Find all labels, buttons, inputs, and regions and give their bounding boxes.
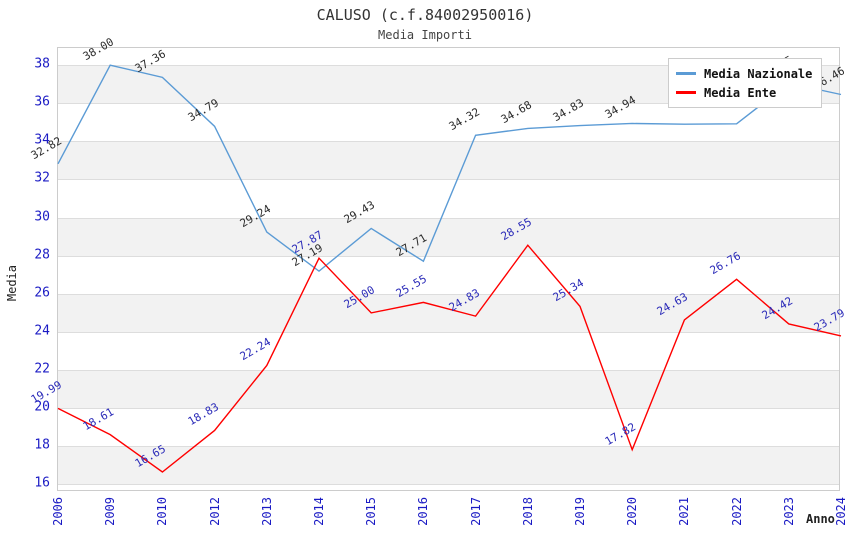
- background-band: [58, 370, 839, 409]
- x-tick-label: 2023: [781, 497, 796, 526]
- gridline: [58, 370, 839, 372]
- x-tick-label: 2019: [573, 497, 587, 526]
- legend-swatch-media-nazionale: [676, 72, 696, 75]
- series-lines: [57, 64, 842, 473]
- y-tick-label: 20: [34, 399, 50, 415]
- y-tick-label: 18: [34, 437, 50, 453]
- x-tick-label: 2013: [259, 497, 274, 526]
- series-line-media-ente: [57, 244, 842, 473]
- x-tick-label: 2022: [729, 497, 744, 526]
- gridline: [58, 103, 839, 105]
- gridline: [58, 484, 839, 486]
- gridline: [58, 293, 839, 295]
- x-tick-label: 2014: [312, 497, 326, 526]
- legend-label-media-ente: Media Ente: [704, 85, 777, 100]
- y-tick-label: 30: [34, 209, 50, 225]
- background-band: [58, 446, 839, 485]
- x-tick-label: 2016: [416, 497, 431, 526]
- x-tick-label: 2010: [155, 497, 170, 526]
- background-band: [58, 141, 839, 180]
- x-tick-label: 2006: [51, 497, 65, 526]
- y-tick-label: 38: [34, 56, 50, 72]
- gridline: [58, 141, 839, 143]
- chart-subtitle: Media Importi: [378, 28, 472, 42]
- x-tick-label: 2020: [625, 497, 640, 526]
- y-tick-label: 16: [34, 475, 50, 491]
- y-tick-label: 24: [34, 323, 50, 339]
- series-line-media-nazionale: [57, 64, 842, 273]
- legend-item[interactable]: Media Ente: [676, 83, 812, 102]
- y-tick-label: 22: [34, 361, 50, 377]
- x-tick-label: 2018: [520, 497, 535, 526]
- chart-title: CALUSO (c.f.84002950016): [316, 6, 534, 24]
- gridline: [58, 217, 839, 219]
- legend-item[interactable]: Media Nazionale: [676, 64, 812, 83]
- gridline: [58, 331, 839, 333]
- x-tick-label: 2015: [364, 497, 379, 526]
- background-band: [58, 217, 839, 256]
- y-tick-label: 26: [34, 285, 50, 301]
- gridline: [58, 179, 839, 181]
- gridline: [58, 446, 839, 448]
- y-tick-label: 28: [34, 247, 50, 263]
- gridline: [58, 65, 839, 67]
- gridline: [58, 255, 839, 257]
- y-tick-label: 34: [34, 132, 50, 148]
- plot-area: 32.82 38.00 37.36 34.79 29.24 27.19 29.43 27.71…: [29, 35, 847, 491]
- legend-swatch-media-ente: [676, 91, 696, 94]
- x-tick-label: 2012: [207, 497, 222, 526]
- x-tick-label: 2009: [103, 497, 118, 526]
- x-tick-label: 2024: [834, 497, 848, 526]
- gridline: [58, 408, 839, 410]
- x-tick-label: 2021: [677, 497, 692, 526]
- y-tick-label: 36: [34, 94, 50, 110]
- x-tick-label: 2017: [468, 497, 483, 526]
- chart-legend: Media Nazionale Media Ente: [668, 58, 823, 108]
- x-axis-title: Anno: [806, 512, 835, 526]
- legend-label-media-nazionale: Media Nazionale: [704, 66, 813, 81]
- y-tick-label: 32: [34, 170, 50, 186]
